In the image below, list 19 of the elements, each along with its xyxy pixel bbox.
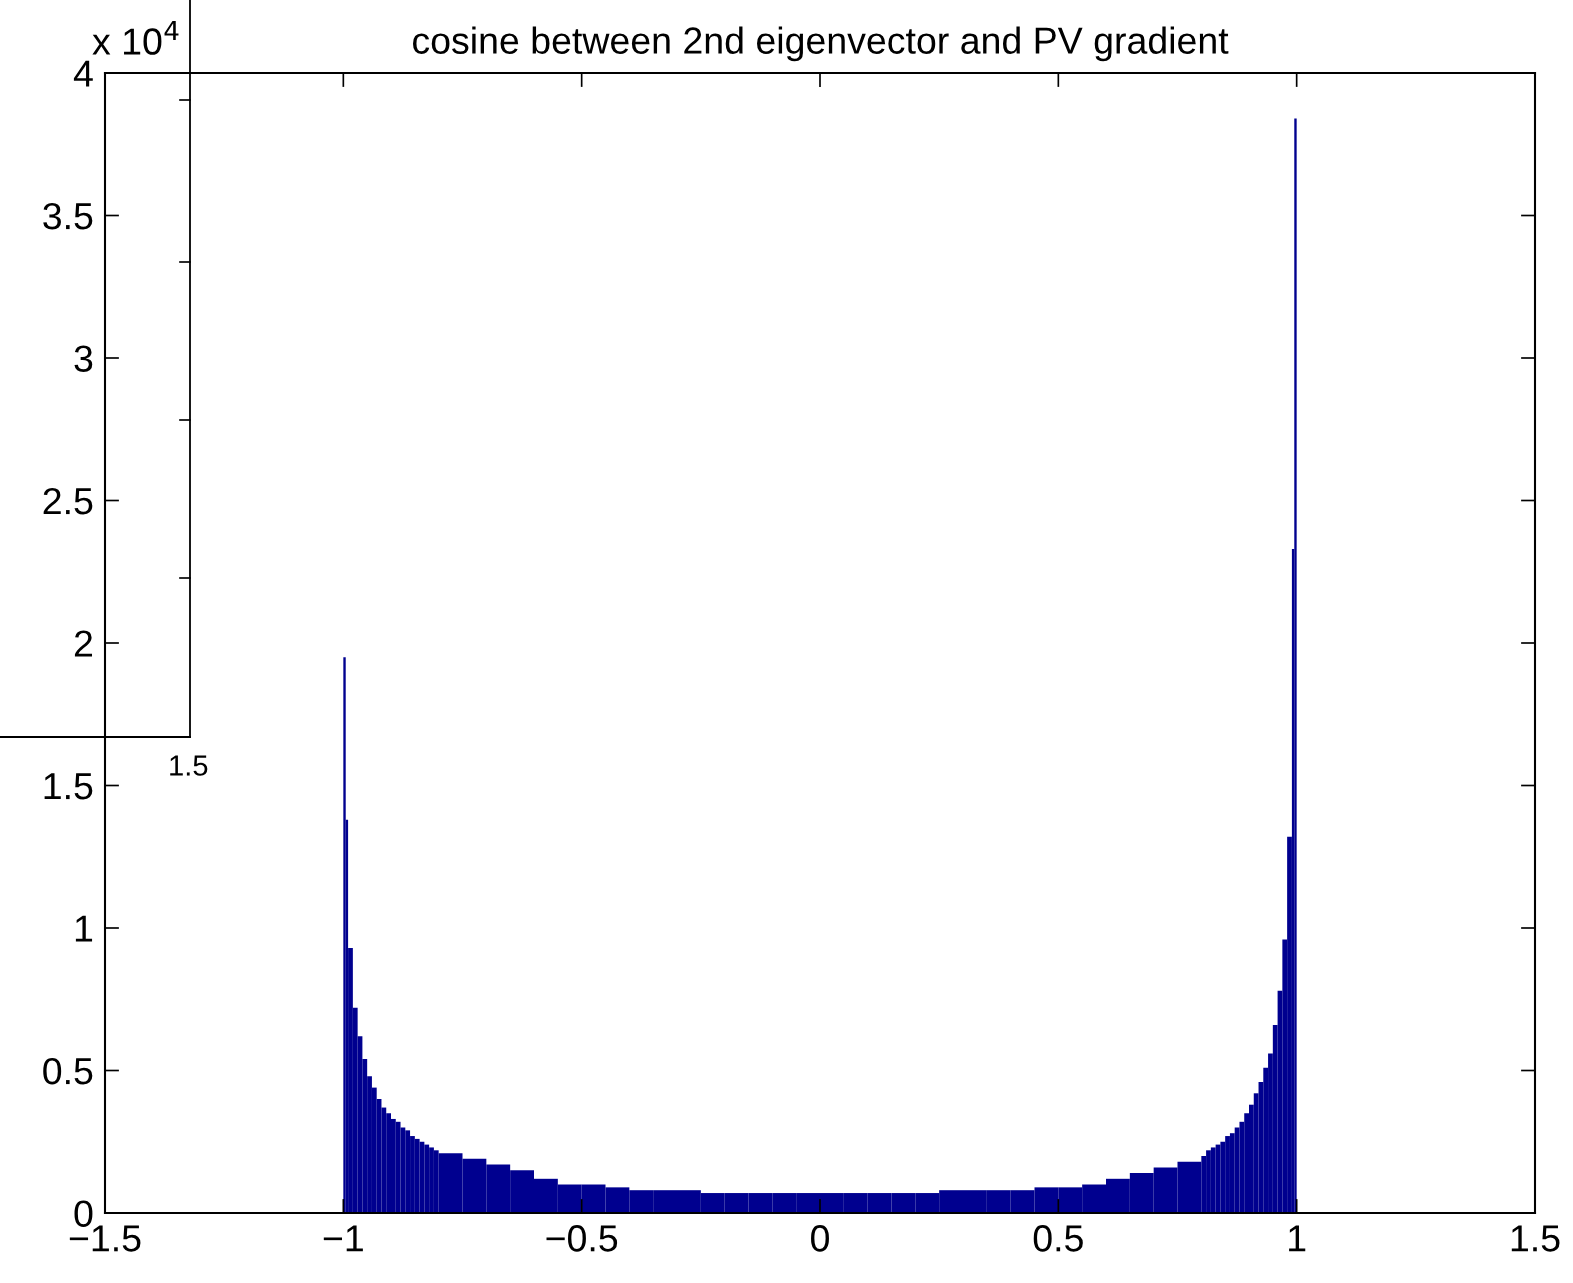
- y-tick-label: 4: [73, 60, 93, 87]
- x-tick-label: 1.5: [1511, 1225, 1560, 1252]
- x-tick-label: −0.5: [546, 1225, 618, 1252]
- x-tick-label: −1: [323, 1225, 363, 1252]
- y-tick-label: 3: [74, 345, 93, 372]
- x-tick-label: 0: [811, 1225, 829, 1252]
- y-tick-label: 1: [75, 915, 93, 942]
- y-tick-label: 3.5: [43, 202, 93, 230]
- x-tick-label: −1.5: [69, 1225, 141, 1252]
- x-tick-label: 0.5: [1033, 1225, 1083, 1252]
- text: x 10$^{4}$: [92, 20, 179, 55]
- y-tick-label: 0.5: [43, 1057, 93, 1085]
- y-tick-label: 2.5: [43, 487, 93, 515]
- y-tick-label: 2: [74, 630, 93, 657]
- annotation: 1.5: [170, 755, 208, 776]
- x-tick-label: 1: [1289, 1225, 1306, 1252]
- chart-title: cosine between 2nd eigenvector and PV gradient: [413, 26, 1229, 62]
- y-tick-label: 0: [74, 1200, 93, 1227]
- y-tick-label: 1.5: [44, 773, 93, 800]
